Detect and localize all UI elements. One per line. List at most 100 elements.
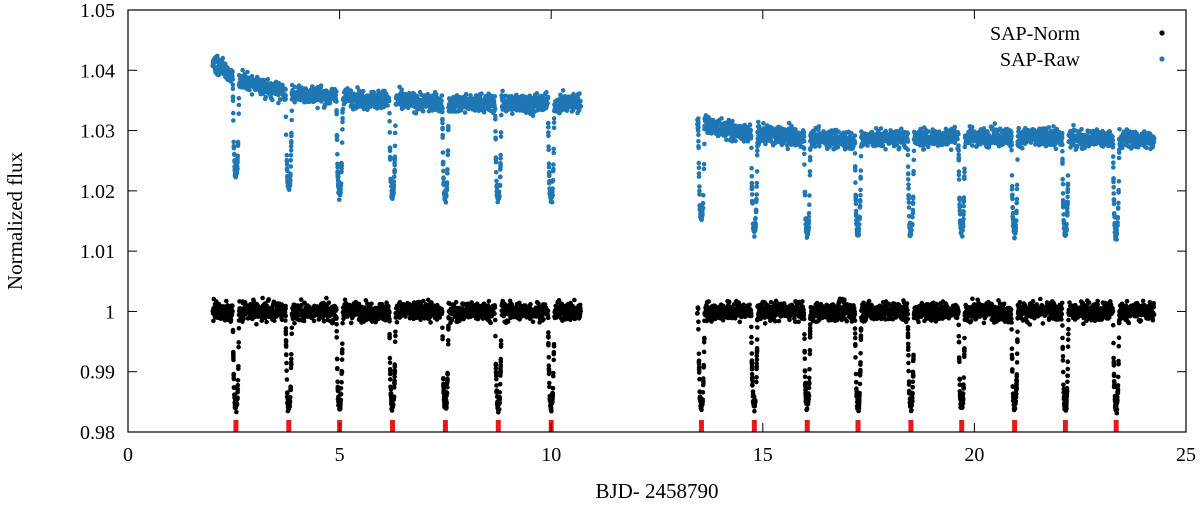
- data-point: [961, 375, 967, 380]
- data-point: [961, 384, 966, 390]
- data-point: [406, 301, 412, 307]
- data-point: [334, 315, 339, 321]
- data-point: [962, 348, 967, 354]
- data-point: [231, 355, 236, 361]
- data-point: [751, 401, 756, 406]
- data-point: [737, 319, 743, 325]
- data-point: [340, 320, 345, 326]
- data-point: [748, 308, 754, 313]
- data-point: [1059, 312, 1065, 317]
- data-point: [700, 382, 706, 388]
- data-point: [1095, 302, 1100, 307]
- data-point: [283, 339, 289, 345]
- data-point: [726, 299, 732, 305]
- data-point: [302, 300, 307, 306]
- data-point: [1066, 331, 1071, 337]
- data-point: [858, 367, 863, 373]
- data-point: [551, 357, 556, 363]
- data-point: [233, 403, 239, 409]
- data-point: [428, 320, 433, 325]
- data-point: [421, 298, 426, 304]
- data-point: [572, 297, 577, 303]
- data-point: [970, 296, 975, 302]
- data-point: [697, 389, 702, 395]
- data-point: [453, 299, 459, 305]
- data-point: [852, 331, 858, 336]
- data-point: [1040, 321, 1046, 326]
- data-point: [806, 379, 812, 385]
- data-point: [505, 319, 511, 324]
- data-point: [236, 318, 242, 323]
- data-point: [388, 384, 393, 390]
- data-point: [449, 317, 455, 323]
- data-point: [498, 338, 504, 343]
- data-point: [236, 340, 241, 345]
- data-point: [546, 341, 551, 346]
- data-point: [460, 306, 466, 312]
- data-point: [754, 337, 760, 342]
- data-point: [1065, 366, 1071, 372]
- data-point: [853, 355, 858, 360]
- data-point: [222, 318, 228, 323]
- data-point: [702, 318, 707, 324]
- data-point: [755, 325, 760, 330]
- data-point: [318, 83, 324, 88]
- data-point: [339, 368, 345, 374]
- data-point: [289, 331, 295, 337]
- data-point: [1111, 359, 1117, 365]
- data-point: [962, 354, 967, 360]
- data-point: [905, 325, 911, 330]
- data-point: [211, 318, 216, 324]
- data-point: [808, 314, 813, 320]
- data-point: [445, 370, 450, 376]
- data-point: [910, 385, 916, 390]
- data-point: [697, 395, 703, 401]
- data-point: [1011, 407, 1017, 413]
- data-point: [916, 319, 921, 325]
- data-point: [231, 371, 236, 377]
- data-point: [263, 95, 269, 100]
- data-point: [962, 317, 968, 323]
- data-point: [906, 368, 911, 374]
- data-point: [905, 347, 911, 353]
- data-point: [905, 341, 911, 347]
- data-point: [493, 333, 498, 339]
- data-point: [1066, 310, 1071, 316]
- data-point: [546, 371, 552, 377]
- data-point: [852, 318, 858, 323]
- data-point: [1138, 318, 1144, 323]
- data-point: [800, 299, 805, 304]
- data-point: [334, 322, 339, 327]
- data-point: [856, 404, 861, 410]
- data-point: [230, 308, 235, 314]
- data-point: [1112, 393, 1118, 399]
- data-point: [387, 368, 393, 374]
- data-point: [492, 317, 498, 323]
- data-point: [387, 360, 393, 366]
- data-point: [388, 391, 394, 396]
- data-point: [806, 385, 812, 391]
- data-point: [1030, 299, 1036, 304]
- data-point: [702, 337, 707, 342]
- data-point: [301, 318, 307, 324]
- data-point: [369, 301, 374, 307]
- data-point: [446, 324, 451, 330]
- data-point: [233, 398, 238, 404]
- data-point: [1065, 379, 1070, 385]
- data-point: [264, 319, 269, 325]
- data-point: [905, 311, 910, 317]
- data-point: [392, 339, 398, 345]
- data-point: [236, 326, 242, 331]
- data-point: [1151, 312, 1157, 318]
- data-point: [546, 335, 551, 340]
- data-point: [493, 371, 499, 376]
- data-point: [1111, 340, 1116, 346]
- data-point: [1116, 343, 1122, 349]
- data-point: [230, 69, 235, 75]
- data-point: [857, 381, 863, 387]
- data-point: [493, 366, 499, 371]
- data-point: [279, 317, 285, 323]
- data-point: [385, 103, 390, 108]
- data-point: [696, 319, 701, 325]
